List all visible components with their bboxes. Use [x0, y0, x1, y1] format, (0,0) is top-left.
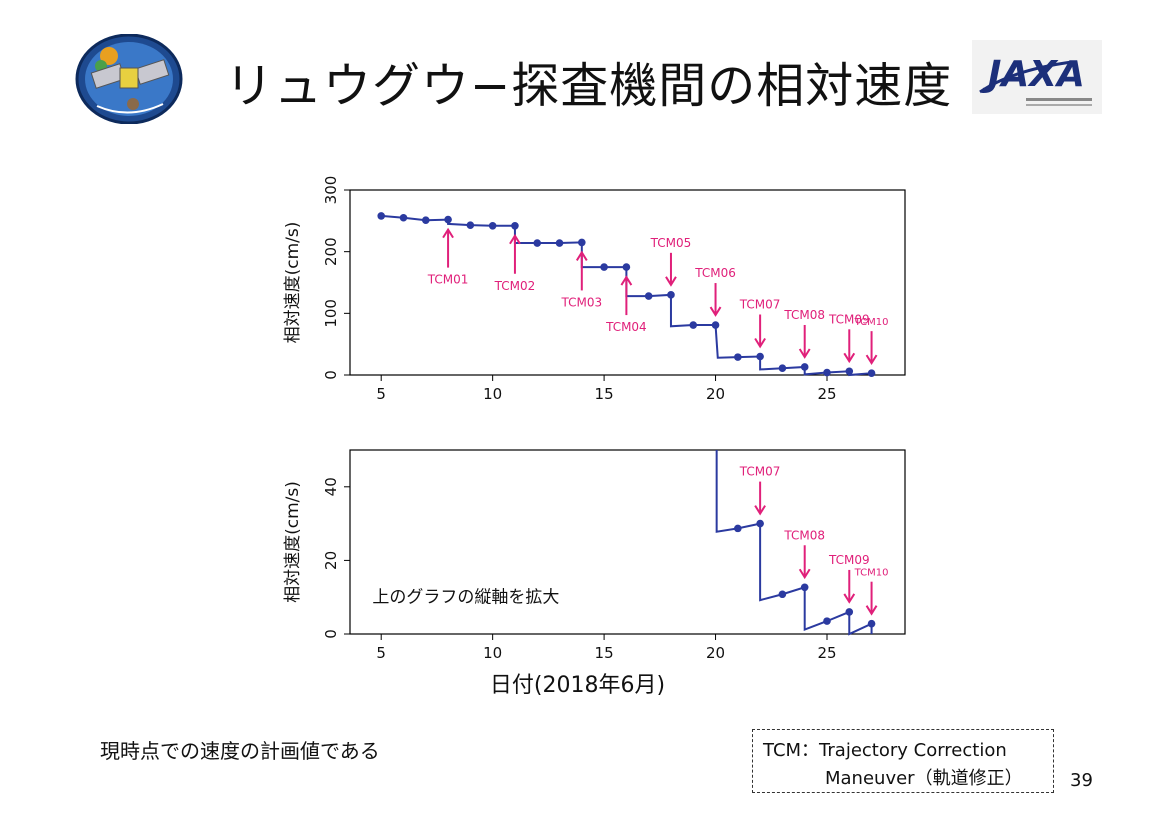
y-axis-label: 相対速度(cm/s) [283, 481, 303, 603]
x-tick-label: 25 [817, 385, 836, 403]
data-point [800, 363, 809, 371]
hayabusa2-emblem [75, 34, 183, 124]
y-axis-label: 相対速度(cm/s) [283, 222, 303, 344]
tcm-arrowhead [798, 348, 811, 359]
data-point [600, 263, 608, 271]
data-point [867, 369, 876, 377]
data-point [377, 212, 386, 220]
tcm-label: TCM10 [854, 568, 889, 579]
data-point [444, 215, 452, 224]
tcm-label: TCM05 [650, 236, 692, 250]
plot-frame [349, 449, 906, 635]
y-tick-label: 40 [322, 477, 340, 496]
x-tick-label: 15 [595, 644, 614, 662]
tcm-label: TCM06 [694, 266, 736, 280]
y-tick-label: 20 [322, 551, 340, 570]
data-point [622, 263, 631, 271]
data-point [399, 213, 408, 222]
tcm-label: TCM01 [427, 273, 469, 287]
data-point [823, 368, 831, 377]
data-point [555, 239, 564, 247]
x-tick-label: 5 [376, 385, 386, 403]
x-tick-label: 25 [817, 644, 836, 662]
data-point [689, 321, 698, 329]
data-point [734, 524, 742, 533]
tcm-arrowhead [509, 233, 521, 245]
data-point [845, 367, 854, 376]
tcm-legend-box: TCM：Trajectory Correction Maneuver（軌道修正） [752, 729, 1054, 793]
zoom-note: 上のグラフの縦軸を拡大 [372, 587, 559, 607]
footer-note: 現時点での速度の計画値である [100, 739, 380, 763]
data-point [845, 608, 854, 616]
slide-title: リュウグウ−探査機間の相対速度 [225, 58, 953, 114]
jaxa-wordmark: JAXA [982, 54, 1085, 95]
tcm-arrowhead [754, 337, 766, 349]
tcm-legend-line1: TCM：Trajectory Correction [763, 740, 1007, 761]
data-point [756, 519, 764, 528]
chart-bottom: 5 10 15 20 25 0 20 40 相対速度(cm/s) 日付(2018年6月) 上のグラフ… [283, 449, 906, 698]
tcm-label: TCM08 [783, 528, 825, 542]
data-point [511, 221, 519, 230]
tcm-arrowhead [798, 568, 811, 580]
tcm-label: TCM09 [828, 312, 870, 326]
y-tick-label: 100 [322, 299, 340, 328]
plot-frame [349, 189, 906, 376]
tcm-label: TCM07 [739, 298, 781, 312]
x-tick-label: 10 [483, 644, 502, 662]
data-point [800, 583, 809, 592]
tcm-label: TCM09 [828, 553, 870, 567]
tcm-arrowhead [665, 276, 677, 287]
x-tick-label: 20 [706, 644, 725, 662]
y-tick-label: 0 [322, 629, 340, 639]
tcm-label: TCM03 [560, 295, 602, 309]
tcm-label: TCM04 [605, 320, 647, 334]
data-point [667, 291, 675, 299]
tcm-arrowhead [843, 593, 856, 604]
data-point [533, 239, 542, 247]
x-tick-label: 15 [595, 385, 614, 403]
tcm-label: TCM02 [494, 279, 536, 293]
chart-top: 5 10 15 20 25 0 100 200 300 相対速度(cm/s) TCM01 TCM02 T… [283, 176, 906, 403]
tcm-label: TCM08 [783, 308, 825, 322]
data-point [778, 590, 787, 599]
tcm-arrowhead [575, 250, 588, 261]
x-tick-label: 20 [706, 385, 725, 403]
tcm-arrowhead [442, 227, 454, 239]
data-point [421, 216, 430, 225]
y-tick-label: 300 [322, 176, 340, 205]
data-point [466, 221, 475, 229]
tcm-arrowhead [865, 354, 878, 366]
page-number: 39 [1070, 770, 1093, 791]
tcm-arrowhead [709, 306, 722, 317]
tcm-label: TCM07 [739, 465, 781, 479]
data-point [867, 619, 876, 628]
y-tick-label: 200 [322, 237, 340, 266]
tcm-arrowhead [754, 505, 766, 516]
tcm-arrowhead [865, 605, 878, 616]
x-tick-label: 5 [376, 644, 386, 662]
x-tick-label: 10 [483, 385, 502, 403]
data-point [488, 221, 497, 230]
data-point [734, 353, 742, 361]
tcm-arrowhead [620, 275, 633, 286]
data-point [756, 352, 764, 361]
tcm-legend-line2: Maneuver（軌道修正） [825, 768, 1023, 789]
tcm-arrowhead [843, 352, 856, 364]
tcm-label: TCM10 [854, 317, 889, 328]
data-point [578, 238, 586, 247]
x-axis-label: 日付(2018年6月) [490, 673, 665, 698]
data-point [823, 617, 831, 625]
data-point [711, 321, 720, 329]
data-point [644, 292, 653, 300]
jaxa-logo: JAXA [972, 40, 1102, 114]
y-tick-label: 0 [322, 370, 340, 380]
data-point [778, 364, 787, 373]
